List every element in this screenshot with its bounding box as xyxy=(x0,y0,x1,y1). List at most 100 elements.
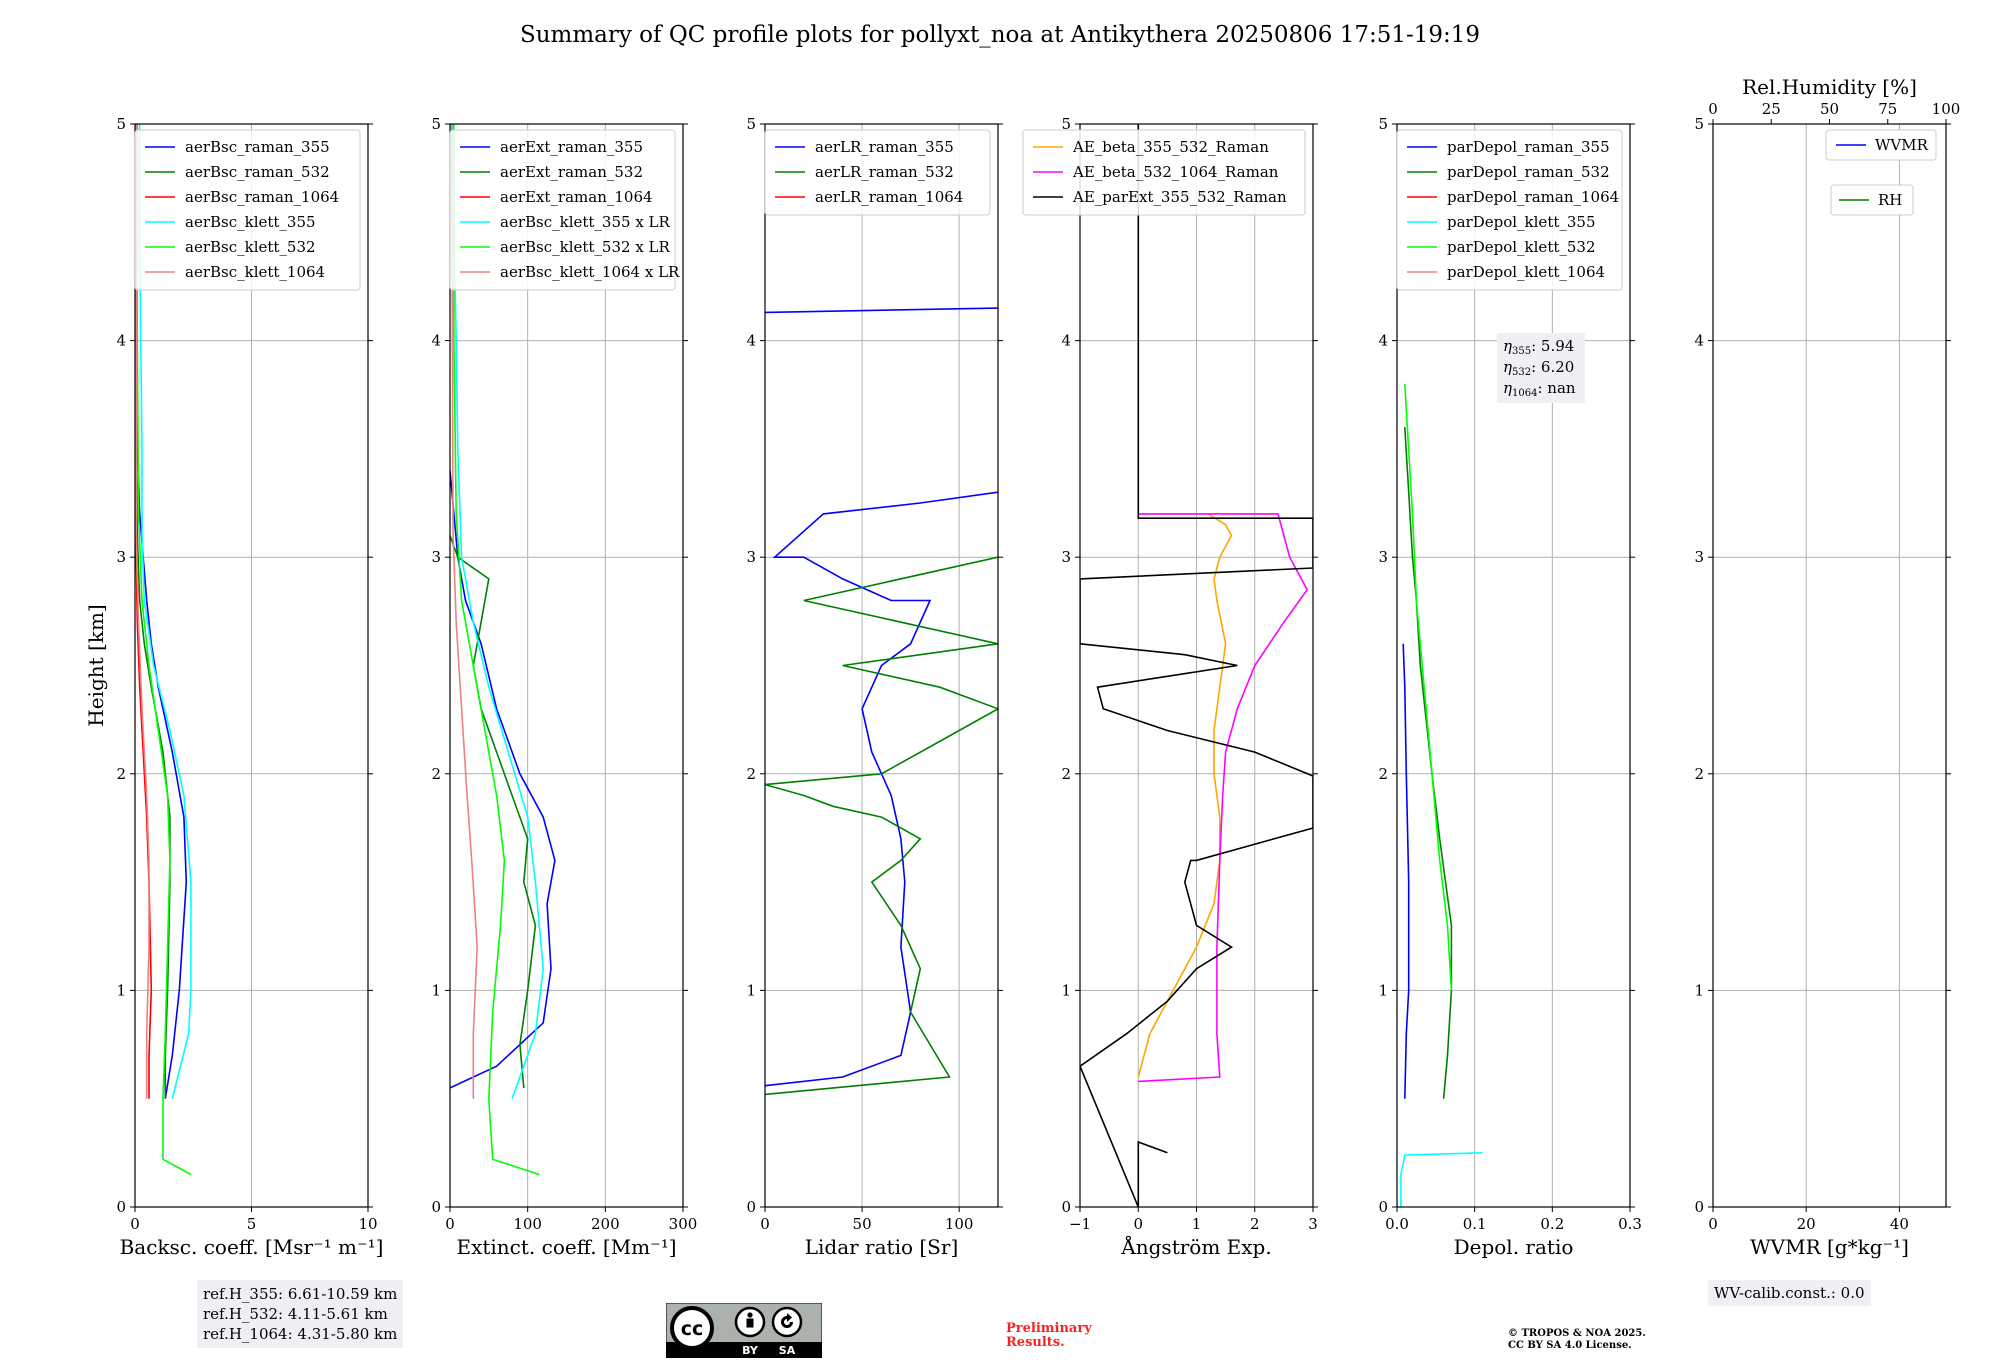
panel-3: 0 50 100 0 1 2 3 4 5 Lidar ratio [Sr] aerLR_raman_… xyxy=(746,115,1003,1259)
top-axis-label: Rel.Humidity [%] xyxy=(1742,75,1917,99)
wv-calibration-box: WV-calib.const.: 0.0 xyxy=(1708,1280,1871,1306)
y-tick-label: 0 xyxy=(1378,1198,1388,1216)
legend-entry: WVMR xyxy=(1875,136,1929,154)
legend-entry: aerExt_raman_355 xyxy=(500,138,643,156)
legend-box xyxy=(449,129,676,291)
y-tick-label: 2 xyxy=(431,765,441,783)
y-tick-label: 2 xyxy=(116,765,126,783)
top-x-tick-label: 100 xyxy=(1932,100,1961,118)
legend-entry: parDepol_raman_532 xyxy=(1447,163,1610,181)
y-tick-label: 2 xyxy=(746,765,756,783)
x-tick-label: 0.2 xyxy=(1540,1215,1564,1233)
top-x-tick-label: 50 xyxy=(1820,100,1839,118)
x-tick-label: 0 xyxy=(1133,1215,1143,1233)
figure-title: Summary of QC profile plots for pollyxt_… xyxy=(519,22,1481,48)
y-tick-label: 1 xyxy=(1378,981,1388,999)
x-tick-label: 5 xyxy=(247,1215,257,1233)
y-tick-label: 1 xyxy=(1061,981,1071,999)
x-tick-label: 20 xyxy=(1797,1215,1816,1233)
plot-lines xyxy=(765,307,998,1096)
y-tick-label: 5 xyxy=(431,115,441,133)
legend-box xyxy=(134,129,361,291)
legend-box xyxy=(1396,129,1623,291)
y-axis-label: Height [km] xyxy=(84,604,108,726)
x-tick-label: 2 xyxy=(1250,1215,1260,1233)
legend-entry: AE_beta_355_532_Raman xyxy=(1072,138,1269,156)
series-line-AE_beta_532_1064_Raman xyxy=(1138,513,1309,1083)
legend-entry: aerLR_raman_355 xyxy=(815,138,954,156)
y-tick-label: 5 xyxy=(1378,115,1388,133)
cc-sa-text: SA xyxy=(779,1344,796,1357)
y-tick-label: 0 xyxy=(1061,1198,1071,1216)
x-tick-label: 3 xyxy=(1308,1215,1318,1233)
series-line-aerBsc_klett_1064 xyxy=(135,124,150,1099)
series-line-aerBsc_klett_355 x LR xyxy=(451,124,545,1099)
x-tick-label: 0 xyxy=(1708,1215,1718,1233)
plot-lines xyxy=(1400,383,1483,1207)
legend-entry: aerLR_raman_1064 xyxy=(815,188,963,206)
copyright-line2: CC BY SA 4.0 License. xyxy=(1508,1340,1632,1351)
y-tick-label: 3 xyxy=(746,548,756,566)
x-tick-label: 1 xyxy=(1192,1215,1202,1233)
y-tick-label: 4 xyxy=(1378,332,1388,350)
legend-box xyxy=(1022,129,1306,216)
legend-entry: aerBsc_klett_532 x LR xyxy=(500,238,671,256)
legend-box xyxy=(764,129,991,216)
panel-5: 0.0 0.1 0.2 0.3 0 1 2 3 4 5 Depol. ratio parDepol_r… xyxy=(1378,115,1641,1259)
legend-entry: aerBsc_klett_355 x LR xyxy=(500,213,671,231)
series-line-aerBsc_klett_532 xyxy=(136,124,192,1176)
x-tick-label: 0 xyxy=(760,1215,770,1233)
y-tick-label: 5 xyxy=(746,115,756,133)
x-tick-label: 100 xyxy=(513,1215,542,1233)
series-line-aerBsc_klett_355 xyxy=(138,124,192,1099)
plot-lines xyxy=(135,124,192,1176)
series-line-parDepol_klett_355 xyxy=(1400,1152,1483,1207)
legend-entry: aerLR_raman_532 xyxy=(815,163,954,181)
y-tick-label: 3 xyxy=(1694,548,1704,566)
y-tick-label: 3 xyxy=(1378,548,1388,566)
y-tick-label: 1 xyxy=(116,981,126,999)
series-line-parDepol_klett_532 xyxy=(1404,383,1453,991)
axes-frame xyxy=(449,123,684,1208)
y-tick-label: 2 xyxy=(1061,765,1071,783)
cc-by-text: BY xyxy=(742,1344,759,1357)
y-tick-label: 4 xyxy=(431,332,441,350)
series-line-aerBsc_raman_1064 xyxy=(135,124,153,1099)
eta-line: η532: 6.20 xyxy=(1503,358,1574,378)
axes-frame xyxy=(764,123,999,1208)
series-line-AE_beta_355_532_Raman xyxy=(1137,513,1233,1078)
x-axis-label: Extinct. coeff. [Mm⁻¹] xyxy=(456,1235,676,1259)
eta-line: η355: 5.94 xyxy=(1503,337,1574,357)
legend-entry: aerBsc_raman_355 xyxy=(185,138,330,156)
series-segment xyxy=(765,307,998,314)
y-tick-label: 0 xyxy=(116,1198,126,1216)
legend-entry: parDepol_raman_1064 xyxy=(1447,188,1619,206)
panel-2: 0 100 200 300 0 1 2 3 4 5 Extinct. coeff. [Mm⁻¹] ae… xyxy=(431,115,697,1259)
legend-entry: aerBsc_klett_1064 x LR xyxy=(500,263,680,281)
axes-frame xyxy=(1396,123,1631,1208)
series-line-parDepol_raman_355 xyxy=(1402,643,1410,1099)
x-tick-label: 300 xyxy=(669,1215,698,1233)
reference-height-box: ref.H_355: 6.61-10.59 km ref.H_532: 4.11… xyxy=(197,1280,404,1348)
cc-by-sa-license-icon: cc BY SA xyxy=(666,1303,822,1358)
x-axis-label: Lidar ratio [Sr] xyxy=(805,1235,959,1259)
y-tick-label: 5 xyxy=(1694,115,1704,133)
series-line-parDepol_raman_532 xyxy=(1404,427,1453,1099)
top-x-tick-label: 25 xyxy=(1762,100,1781,118)
y-tick-label: 3 xyxy=(431,548,441,566)
series-line-aerLR_raman_355 xyxy=(765,491,998,1087)
y-tick-label: 1 xyxy=(1694,981,1704,999)
legend-entry: aerBsc_klett_1064 xyxy=(185,263,325,281)
legend-entry: aerExt_raman_532 xyxy=(500,163,643,181)
x-tick-label: 100 xyxy=(945,1215,974,1233)
legend-entry: parDepol_klett_1064 xyxy=(1447,263,1605,281)
x-axis-label: Ångström Exp. xyxy=(1120,1234,1271,1259)
preliminary-line2: Results. xyxy=(1006,1335,1065,1350)
y-tick-label: 3 xyxy=(1061,548,1071,566)
plot-lines xyxy=(450,124,556,1176)
series-line-AE_parExt_355_532_Raman xyxy=(1080,124,1313,1207)
eta-value: 6.20 xyxy=(1541,358,1574,376)
legend-entry: AE_beta_532_1064_Raman xyxy=(1072,163,1279,181)
y-tick-label: 0 xyxy=(1694,1198,1704,1216)
